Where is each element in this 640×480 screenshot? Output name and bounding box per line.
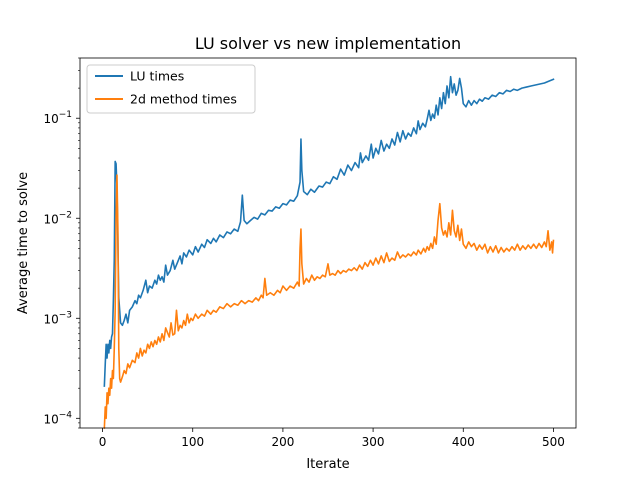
y-tick-label: 10−1 xyxy=(43,110,72,126)
series-line-2d-method-times xyxy=(103,174,555,429)
y-tick-label: 10−4 xyxy=(43,410,72,426)
y-tick-label: 10−2 xyxy=(43,210,72,226)
x-tick-label: 400 xyxy=(452,435,475,449)
chart-title: LU solver vs new implementation xyxy=(195,34,461,53)
x-axis-label: Iterate xyxy=(306,457,349,472)
plot-frame xyxy=(79,57,577,429)
legend-box xyxy=(86,64,256,114)
legend: LU times 2d method times xyxy=(86,64,256,114)
y-axis-ticks: 10−4 10−3 10−2 10−1 xyxy=(43,57,80,429)
y-axis-label: Average time to solve xyxy=(16,172,31,314)
legend-label-2d-method-times: 2d method times xyxy=(130,92,237,107)
x-tick-label: 300 xyxy=(362,435,385,449)
x-tick-label: 500 xyxy=(542,435,565,449)
x-tick-label: 0 xyxy=(99,435,107,449)
x-tick-label: 100 xyxy=(181,435,204,449)
y-tick-label: 10−3 xyxy=(43,310,72,326)
series-line-lu-times xyxy=(103,75,555,387)
series-layer xyxy=(103,75,555,429)
x-axis-ticks: 0 100 200 300 400 500 xyxy=(99,428,565,449)
plot-area xyxy=(80,58,576,428)
legend-label-lu-times: LU times xyxy=(130,69,184,84)
x-tick-label: 200 xyxy=(271,435,294,449)
